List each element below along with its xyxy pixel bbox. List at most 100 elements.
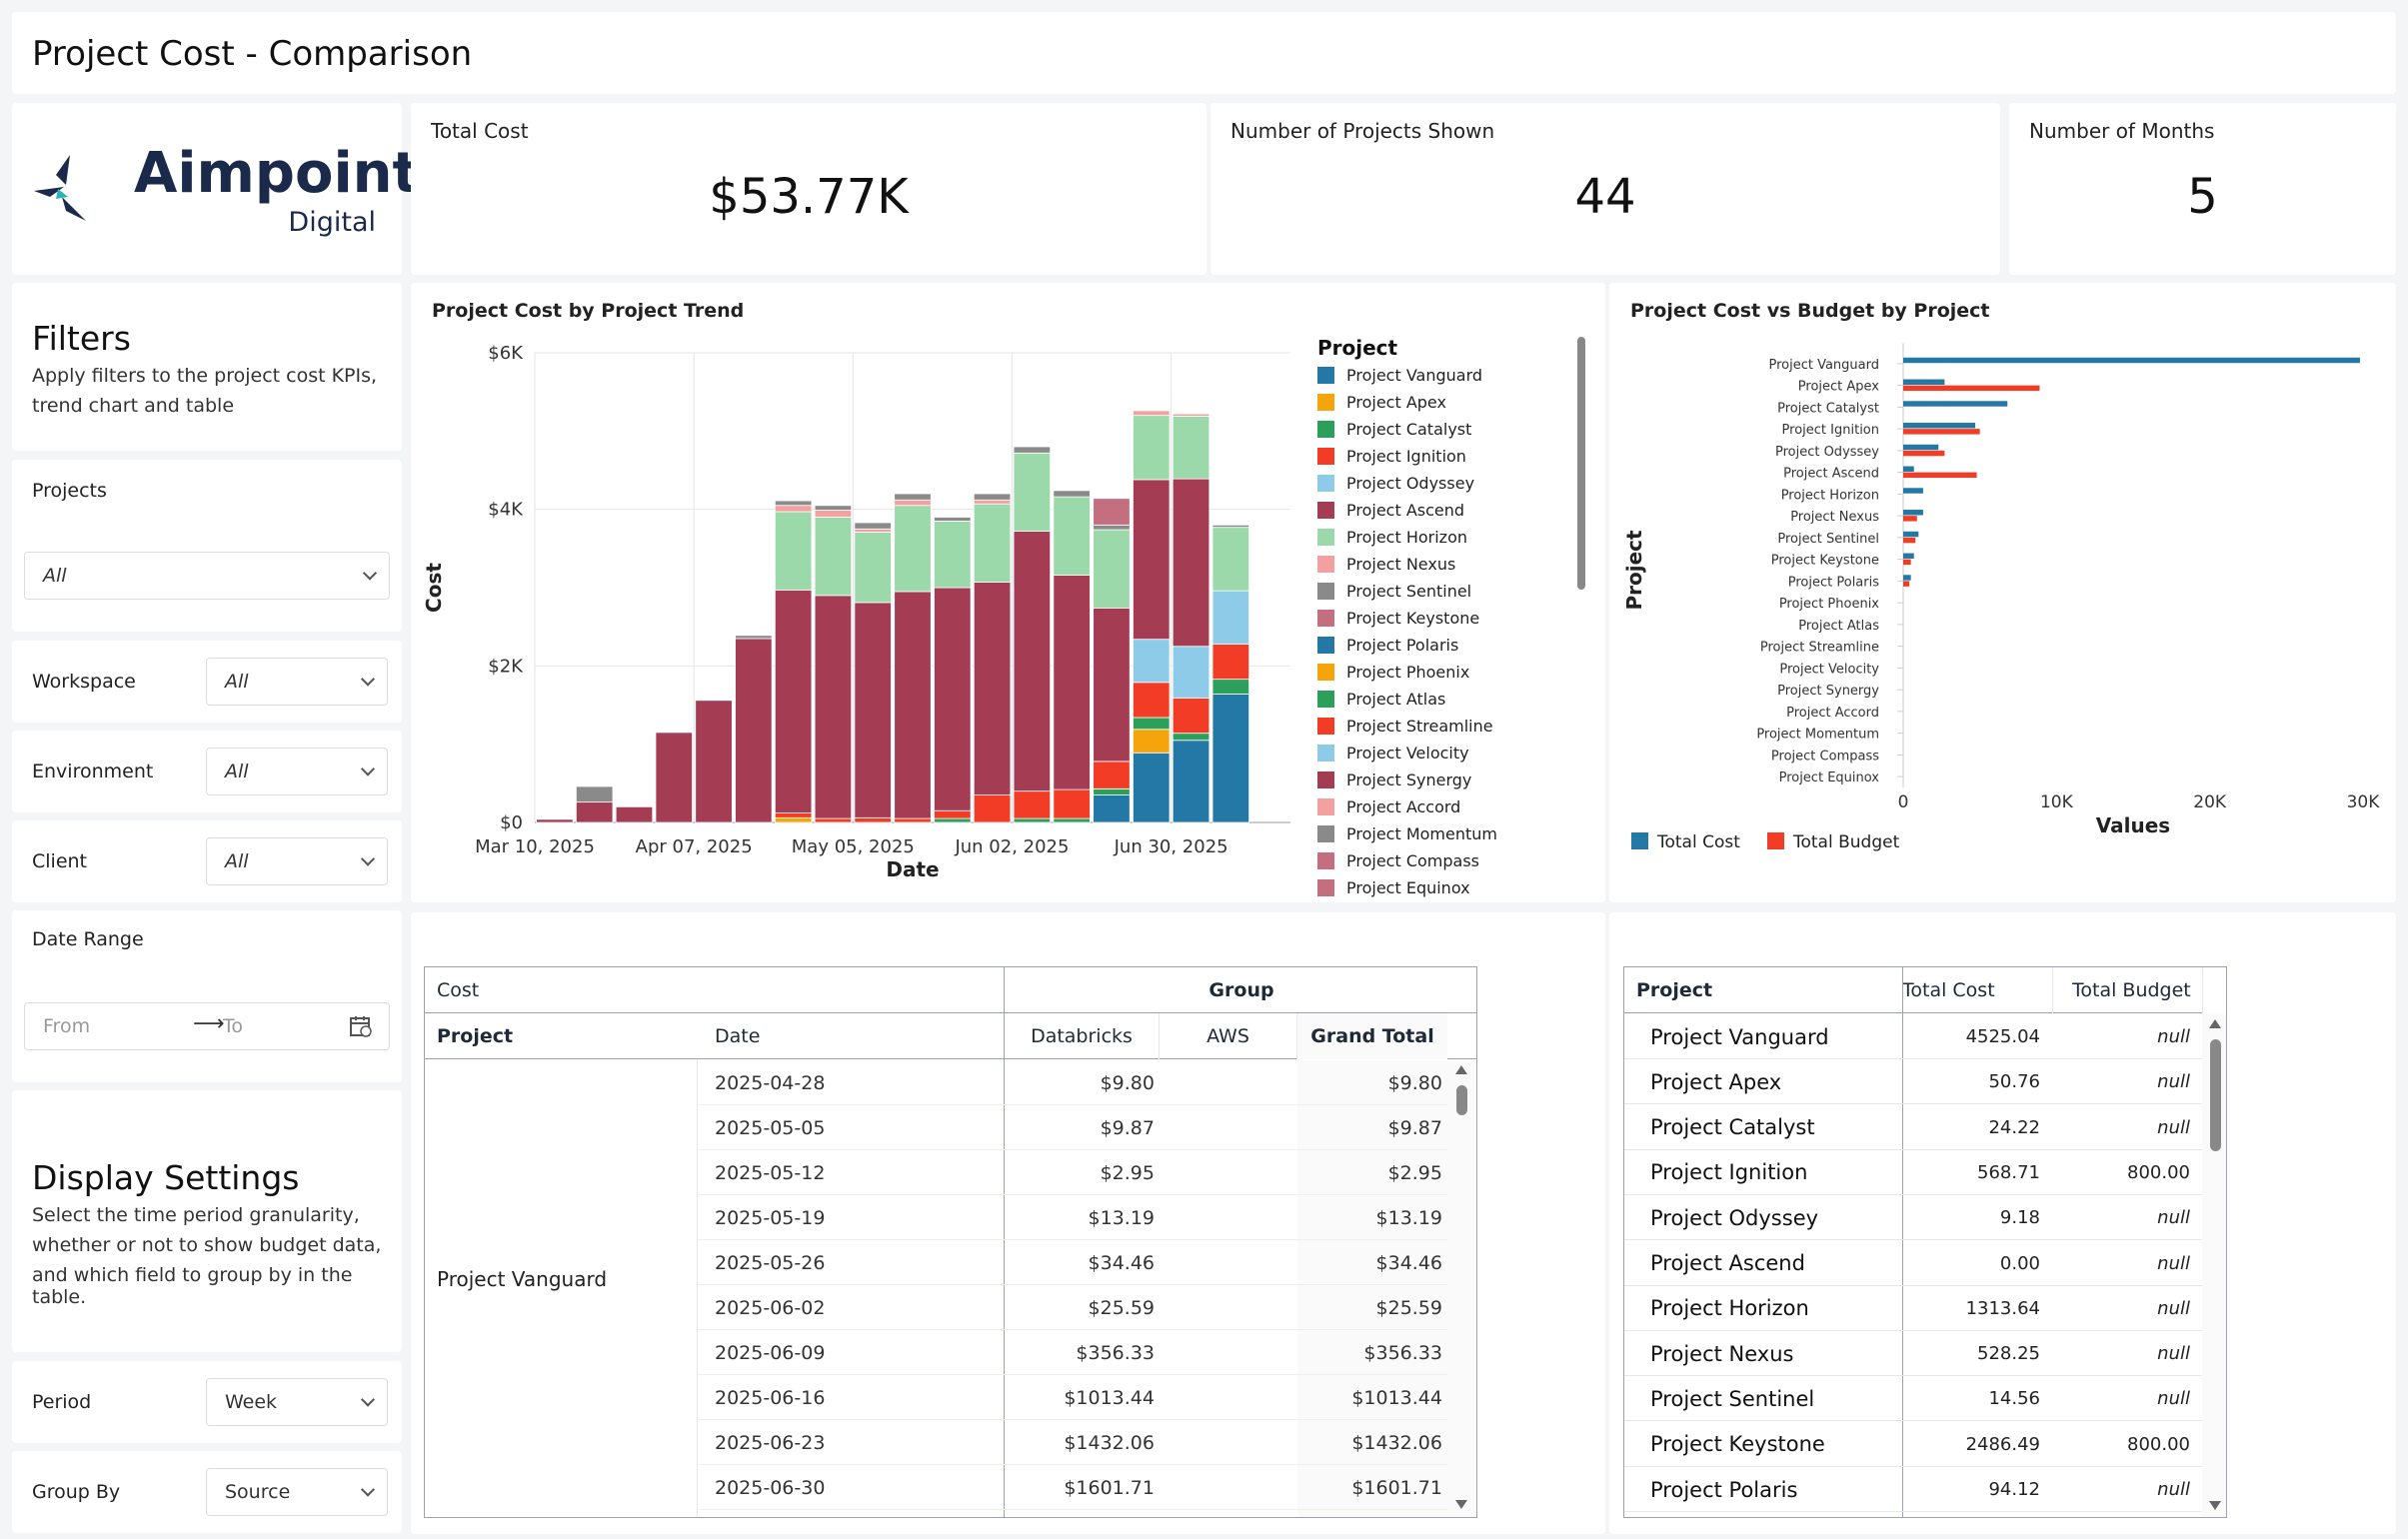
scroll-thumb[interactable] [1456, 1085, 1467, 1115]
legend-item[interactable]: Project Compass [1317, 847, 1577, 874]
bar-segment[interactable] [814, 505, 853, 511]
group-by-select[interactable]: Source [206, 1468, 388, 1516]
bar[interactable] [1903, 444, 1939, 451]
table-row[interactable]: Project Ignition 568.71 800.00 [1624, 1150, 2202, 1195]
bar-segment[interactable] [1133, 479, 1171, 641]
legend-item[interactable]: Project Equinox [1317, 874, 1577, 901]
bar-segment[interactable] [1013, 531, 1052, 792]
table-row[interactable]: Project Nexus 528.25 null [1624, 1331, 2202, 1377]
bar-segment[interactable] [1013, 790, 1052, 819]
bar-segment[interactable] [854, 531, 892, 604]
col-date[interactable]: Date [715, 1025, 761, 1047]
bar-segment[interactable] [973, 794, 1012, 823]
legend-item[interactable]: Project Ignition [1317, 443, 1577, 470]
calendar-icon[interactable] [349, 1014, 373, 1038]
legend-item[interactable]: Project Phoenix [1317, 659, 1577, 686]
table-row[interactable]: Project Polaris 94.12 null [1624, 1467, 2202, 1512]
bar-segment[interactable] [1172, 413, 1210, 417]
table-row[interactable]: Project Ascend 0.00 null [1624, 1241, 2202, 1286]
workspace-select[interactable]: All [206, 658, 388, 706]
period-select[interactable]: Week [206, 1378, 388, 1426]
scroll-thumb[interactable] [2210, 1039, 2221, 1151]
bar-segment[interactable] [934, 517, 972, 522]
legend-item[interactable]: Project Polaris [1317, 632, 1577, 659]
bar-segment[interactable] [1053, 817, 1091, 823]
bar-segment[interactable] [1133, 682, 1171, 719]
col-aws[interactable]: AWS [1206, 1025, 1249, 1047]
bar-segment[interactable] [1211, 590, 1250, 645]
bar-segment[interactable] [1093, 498, 1131, 526]
bar-segment[interactable] [854, 528, 892, 533]
bar-segment[interactable] [774, 511, 813, 591]
bar-segment[interactable] [894, 591, 932, 819]
bar-segment[interactable] [1133, 639, 1171, 684]
bar[interactable] [1903, 516, 1917, 522]
bar-segment[interactable] [1172, 478, 1210, 648]
bar-segment[interactable] [1172, 416, 1210, 480]
bar[interactable] [1903, 429, 1980, 435]
bar-segment[interactable] [814, 517, 853, 597]
legend-item[interactable]: Project Momentum [1317, 820, 1577, 847]
legend-item[interactable]: Project Sentinel [1317, 578, 1577, 605]
bar-segment[interactable] [854, 522, 892, 530]
bar-segment[interactable] [934, 809, 972, 819]
bar-segment[interactable] [973, 493, 1012, 501]
legend-item[interactable]: Project Catalyst [1317, 416, 1577, 443]
bar-segment[interactable] [1013, 817, 1052, 823]
bar-segment[interactable] [695, 700, 733, 823]
bar-segment[interactable] [575, 801, 614, 823]
table-row[interactable]: Project Apex 50.76 null [1624, 1059, 2202, 1105]
bar-segment[interactable] [814, 817, 853, 823]
bar[interactable] [1903, 385, 2040, 392]
bar-segment[interactable] [1053, 490, 1091, 498]
col-project[interactable]: Project [1636, 979, 1713, 1001]
bar-segment[interactable] [774, 505, 813, 513]
legend-item[interactable]: Project Atlas [1317, 686, 1577, 713]
table-row[interactable]: Project Odyssey 9.18 null [1624, 1195, 2202, 1241]
bar-segment[interactable] [1133, 729, 1171, 754]
table-row[interactable]: Project Keystone 2486.49 800.00 [1624, 1422, 2202, 1467]
bar-segment[interactable] [894, 817, 932, 823]
date-from-placeholder[interactable]: From [43, 1015, 91, 1037]
bar-segment[interactable] [934, 817, 972, 823]
bar-segment[interactable] [1133, 717, 1171, 731]
bar[interactable] [1903, 466, 1914, 472]
col-project[interactable]: Project [437, 1025, 514, 1047]
bar[interactable] [1903, 531, 1919, 538]
legend-item[interactable]: Project Odyssey [1317, 470, 1577, 497]
bar-segment[interactable] [1093, 794, 1131, 823]
bar-segment[interactable] [774, 589, 813, 814]
bar[interactable] [1903, 575, 1911, 581]
table-row[interactable]: Project Sentinel 14.56 null [1624, 1376, 2202, 1422]
table-scrollbar[interactable] [1447, 1059, 1475, 1517]
bar-segment[interactable] [1053, 575, 1091, 790]
bar-segment[interactable] [973, 499, 1012, 505]
bar[interactable] [1903, 581, 1910, 587]
environment-select[interactable]: All [206, 748, 388, 795]
bar-segment[interactable] [854, 602, 892, 818]
bar-segment[interactable] [1211, 643, 1250, 681]
bar-segment[interactable] [934, 521, 972, 589]
client-select[interactable]: All [206, 837, 388, 885]
bar-segment[interactable] [973, 582, 1012, 795]
bar-segment[interactable] [1053, 788, 1091, 819]
scroll-down-icon[interactable] [1455, 1500, 1467, 1509]
legend-item[interactable]: Project Streamline [1317, 713, 1577, 740]
bar-segment[interactable] [1211, 527, 1250, 592]
bar-segment[interactable] [1093, 607, 1131, 763]
col-total-budget[interactable]: Total Budget [2072, 979, 2191, 1001]
legend-label[interactable]: Total Budget [1792, 832, 1900, 852]
legend-label[interactable]: Total Cost [1656, 832, 1740, 852]
bar-segment[interactable] [1172, 698, 1210, 735]
bar-segment[interactable] [774, 812, 813, 818]
legend-item[interactable]: Project Velocity [1317, 740, 1577, 767]
scroll-up-icon[interactable] [1455, 1065, 1467, 1074]
scroll-up-icon[interactable] [2209, 1019, 2221, 1028]
bar-segment[interactable] [1133, 415, 1171, 481]
bar-segment[interactable] [1172, 646, 1210, 699]
legend-item[interactable]: Project Vanguard [1317, 362, 1577, 389]
bar[interactable] [1903, 537, 1916, 544]
bar-segment[interactable] [615, 805, 654, 823]
bar-segment[interactable] [536, 818, 574, 823]
table-row[interactable]: Project Vanguard 4525.04 null [1624, 1014, 2202, 1059]
